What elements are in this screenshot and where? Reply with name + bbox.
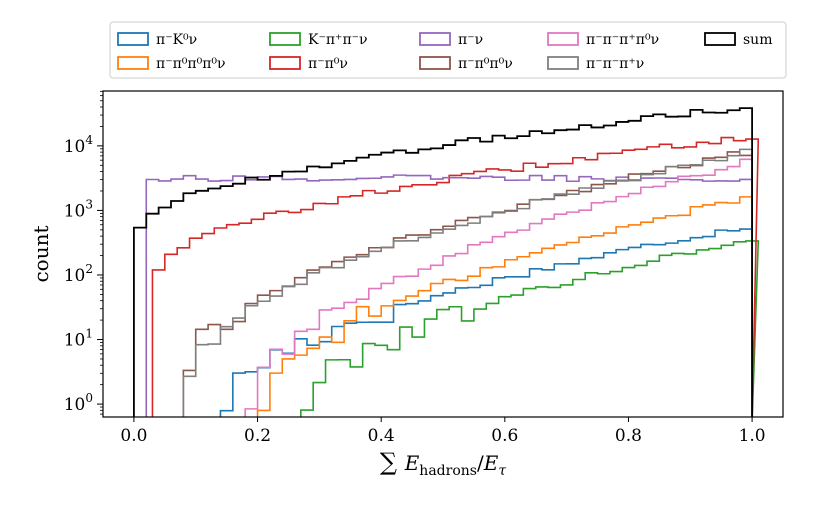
series-line-8 — [133, 107, 753, 417]
x-tick-label: 0.4 — [368, 426, 395, 446]
series-line-1 — [256, 196, 753, 417]
legend-box — [109, 21, 787, 79]
legend-label: π⁻K⁰ν — [156, 32, 197, 48]
x-tick-label: 0.2 — [244, 426, 271, 446]
legend-swatch — [419, 56, 451, 70]
legend: π⁻K⁰ν π⁻π⁰π⁰π⁰ν K⁻π⁺π⁻ν π⁻π⁰ν π⁻ν π⁻π⁰π⁰ν π⁻π⁻… — [109, 21, 787, 79]
legend-swatch — [547, 32, 579, 46]
x-tick-label: 0.8 — [615, 426, 642, 446]
legend-label: π⁻π⁰ν — [308, 56, 348, 72]
legend-label: π⁻ν — [458, 32, 483, 48]
legend-label: π⁻π⁻π⁺ν — [586, 56, 644, 72]
y-tick-label: 104 — [64, 133, 94, 157]
y-tick-label: 102 — [64, 262, 93, 286]
legend-label: π⁻π⁰π⁰π⁰ν — [156, 56, 226, 72]
legend-swatch — [117, 56, 149, 70]
legend-swatch — [704, 32, 736, 46]
y-tick-label: 100 — [64, 391, 93, 415]
legend-label: π⁻π⁻π⁺π⁰ν — [586, 32, 659, 48]
legend-swatch — [269, 56, 301, 70]
plot-frame — [102, 90, 784, 418]
y-tick-label: 101 — [64, 327, 93, 351]
x-tick-label: 0.0 — [120, 426, 147, 446]
series-line-2 — [300, 240, 760, 417]
x-tick-label: 0.6 — [491, 426, 518, 446]
series-line-5 — [182, 151, 753, 417]
x-axis: 0.0 0.2 0.4 0.6 0.8 1.0 — [120, 417, 766, 446]
legend-label: sum — [743, 32, 772, 48]
plot-area — [133, 107, 760, 417]
y-axis: 100 101 102 103 104 — [64, 90, 103, 415]
series-line-3 — [151, 136, 760, 417]
legend-swatch — [117, 32, 149, 46]
x-axis-label: ∑ Ehadrons/Eτ — [380, 448, 506, 479]
series-line-6 — [244, 158, 753, 417]
y-tick-label: 103 — [64, 197, 93, 221]
series-line-4 — [145, 174, 753, 417]
series-line-0 — [219, 228, 753, 417]
legend-swatch — [419, 32, 451, 46]
y-axis-label: count — [29, 225, 53, 282]
legend-label: π⁻π⁰π⁰ν — [458, 56, 513, 72]
legend-swatch — [547, 56, 579, 70]
x-tick-label: 1.0 — [739, 426, 766, 446]
legend-swatch — [269, 32, 301, 46]
legend-label: K⁻π⁺π⁻ν — [308, 32, 368, 48]
series-line-7 — [182, 148, 753, 417]
